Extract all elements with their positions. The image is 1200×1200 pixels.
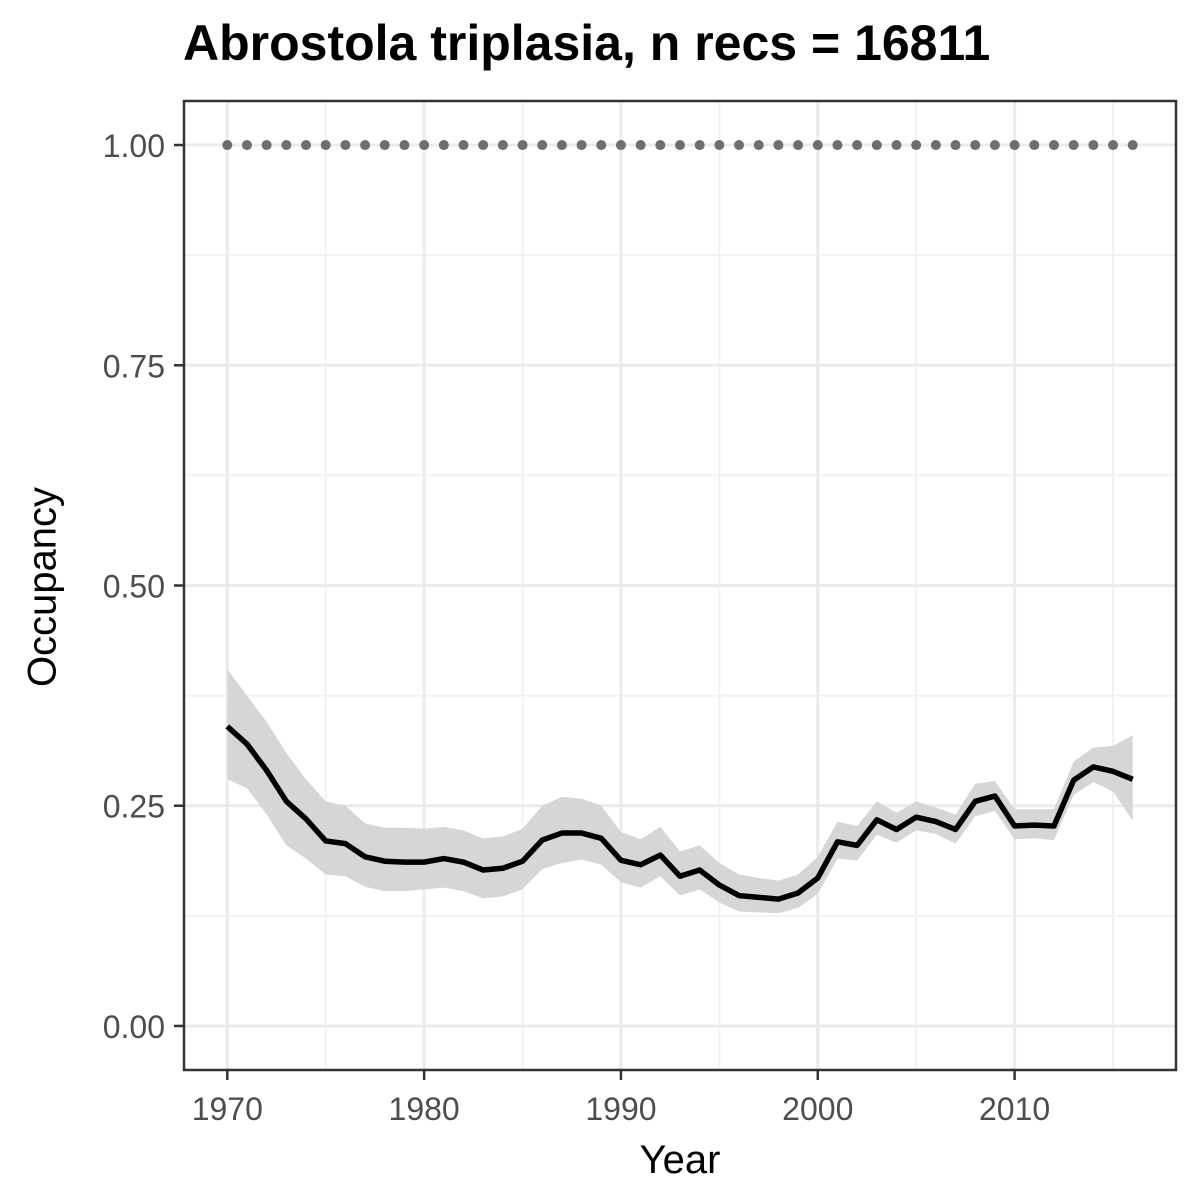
chart-title: Abrostola triplasia, n recs = 16811 <box>183 15 991 71</box>
reference-point <box>714 140 725 151</box>
reference-point <box>497 140 508 151</box>
y-tick-label: 0.25 <box>103 789 165 825</box>
x-tick-label: 2000 <box>782 1091 853 1127</box>
x-tick-label: 1980 <box>389 1091 460 1127</box>
reference-point <box>320 140 331 151</box>
reference-point <box>241 140 252 151</box>
x-tick-label: 1970 <box>192 1091 263 1127</box>
reference-point <box>596 140 607 151</box>
reference-point <box>1088 140 1099 151</box>
y-axis-title: Occupancy <box>20 486 65 688</box>
reference-point <box>989 140 1000 151</box>
reference-point <box>773 140 784 151</box>
reference-point <box>1029 140 1040 151</box>
reference-point <box>1127 140 1138 151</box>
reference-point <box>1108 140 1119 151</box>
axes: 0.00 0.25 0.50 0.75 1.00 1970 1980 1990 2000 2010 <box>103 99 1178 1127</box>
reference-point <box>832 140 843 151</box>
reference-point <box>655 140 666 151</box>
y-tick-label: 0.50 <box>103 569 165 605</box>
reference-point <box>537 140 548 151</box>
x-tick-label: 1990 <box>585 1091 656 1127</box>
reference-point <box>793 140 804 151</box>
reference-point <box>891 140 902 151</box>
occupancy-line <box>225 724 1134 902</box>
confidence-ribbon <box>227 669 1133 914</box>
reference-point <box>340 140 351 151</box>
reference-point <box>950 140 961 151</box>
reference-point <box>852 140 863 151</box>
reference-point <box>1048 140 1059 151</box>
reference-point <box>458 140 469 151</box>
reference-point <box>360 140 371 151</box>
reference-point <box>635 140 646 151</box>
reference-point <box>419 140 430 151</box>
reference-point <box>261 140 272 151</box>
y-tick-label: 0.00 <box>103 1009 165 1045</box>
reference-point <box>615 140 626 151</box>
reference-point <box>379 140 390 151</box>
reference-point <box>753 140 764 151</box>
y-tick-label: 1.00 <box>103 128 165 164</box>
reference-point <box>556 140 567 151</box>
reference-point <box>576 140 587 151</box>
reference-point <box>675 140 685 151</box>
x-axis-title: Year <box>639 1138 721 1182</box>
x-tick-label: 2010 <box>979 1091 1050 1127</box>
reference-point <box>222 140 233 151</box>
confidence-ribbon-layer <box>227 669 1133 914</box>
reference-point <box>281 140 292 151</box>
reference-point <box>399 140 410 151</box>
reference-point <box>517 140 528 151</box>
reference-point <box>478 140 489 151</box>
reference-point <box>871 140 882 151</box>
reference-point <box>812 140 823 151</box>
grid <box>184 101 1176 1070</box>
reference-point <box>911 140 922 151</box>
series-layer <box>222 140 1138 902</box>
reference-point <box>438 140 449 151</box>
reference-point <box>1068 140 1079 151</box>
reference-point <box>1009 140 1020 151</box>
y-tick-label: 0.75 <box>103 348 165 384</box>
reference-point <box>301 140 312 151</box>
reference-point <box>734 140 745 151</box>
reference-point <box>930 140 941 151</box>
reference-point <box>970 140 981 151</box>
reference-point <box>694 140 705 151</box>
